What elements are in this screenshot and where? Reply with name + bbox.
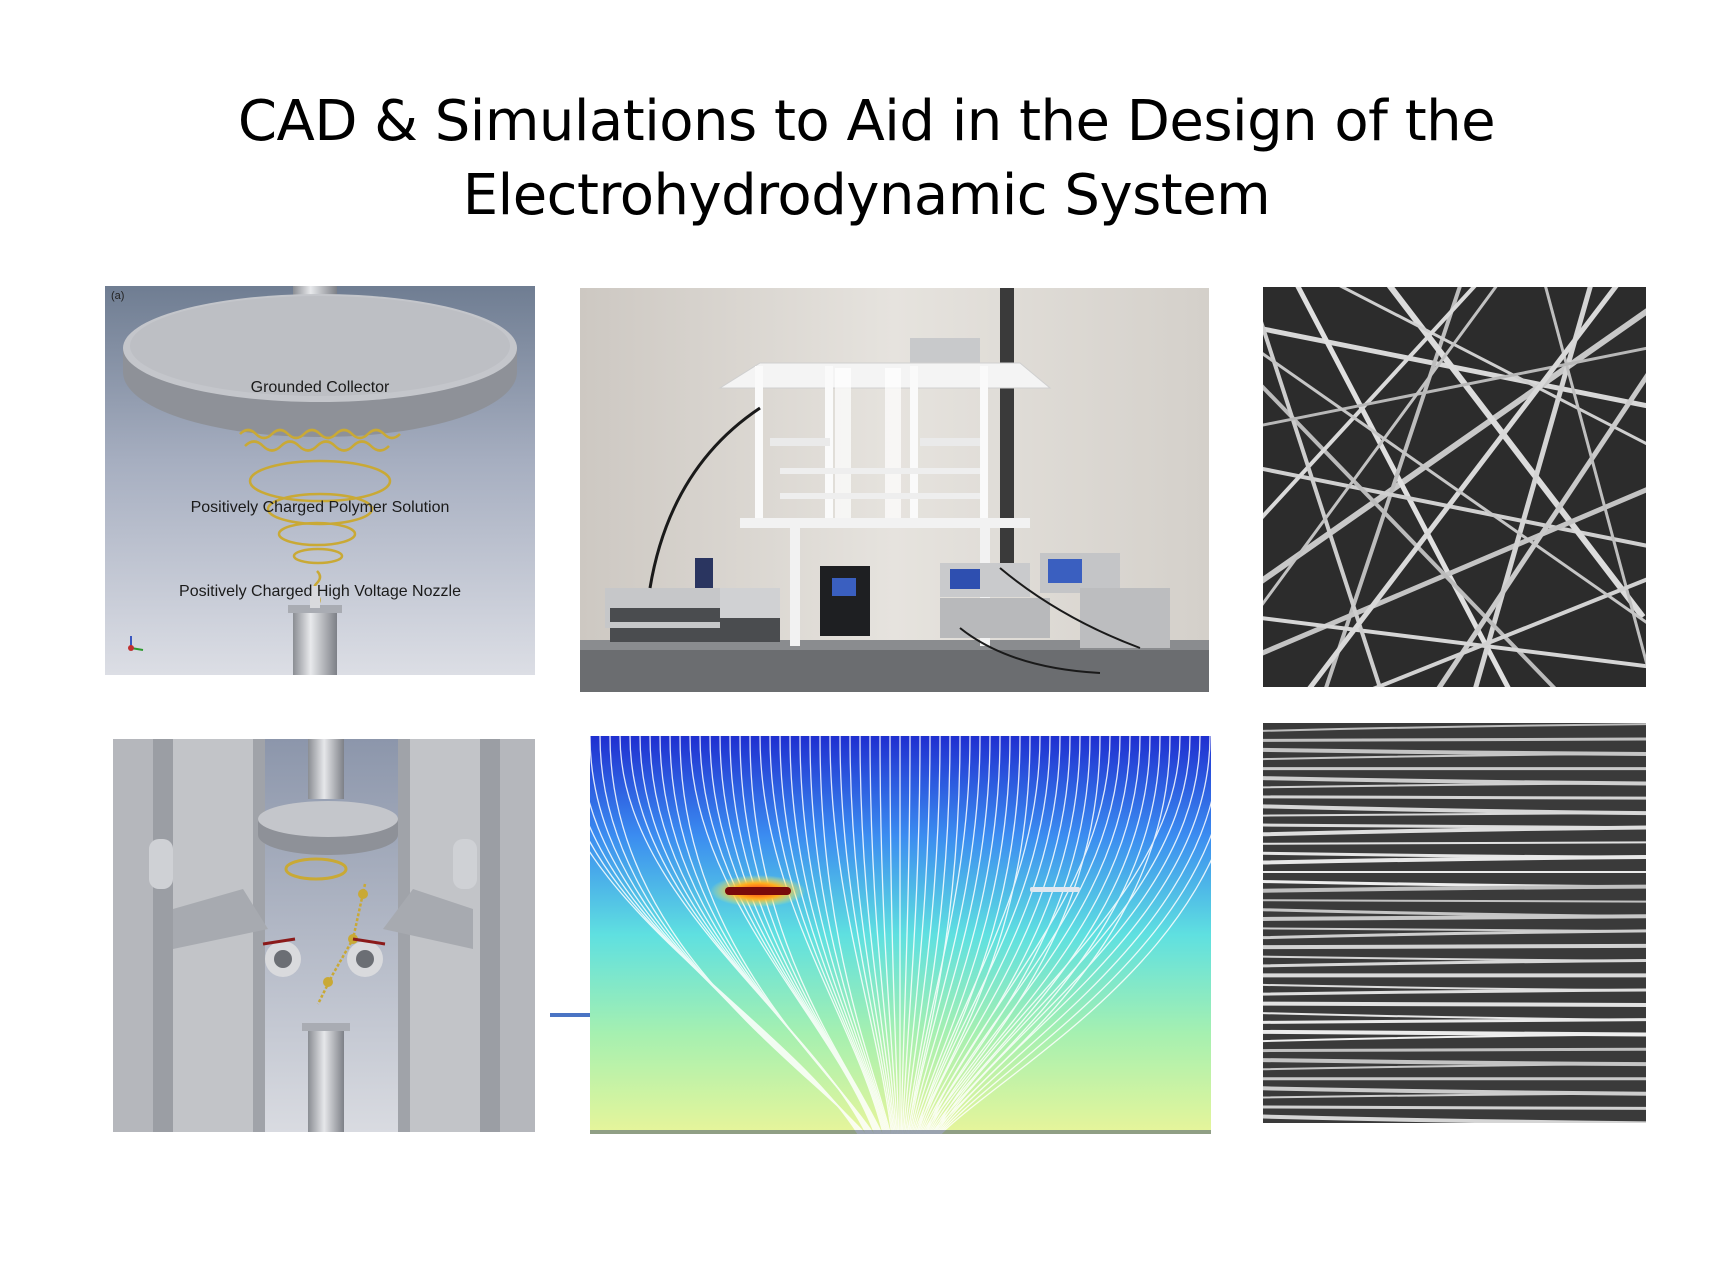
cad-rig-graphic — [113, 739, 535, 1132]
field-simulation-graphic — [590, 736, 1211, 1134]
random-fiber-graphic — [1263, 287, 1646, 687]
aligned-fiber — [1263, 797, 1646, 798]
cad-schematic-panel: (a) Grounded Collector Positively Charge… — [105, 286, 535, 675]
aligned-fiber — [1263, 946, 1646, 947]
aligned-fiber — [1263, 900, 1646, 901]
cad-rig-closeup — [113, 739, 535, 1132]
aligned-fiber-sem-image — [1263, 723, 1646, 1123]
high-voltage-nozzle-label: Positively Charged High Voltage Nozzle — [105, 583, 535, 601]
lab-apparatus-photo — [580, 288, 1209, 692]
cad-schematic-graphic — [105, 286, 535, 675]
random-fiber-sem-image — [1263, 287, 1646, 687]
slide-title: CAD & Simulations to Aid in the Design o… — [0, 85, 1733, 233]
aligned-fiber — [1263, 1107, 1646, 1108]
lab-apparatus-graphic — [580, 288, 1209, 692]
slide-title-line-1: CAD & Simulations to Aid in the Design o… — [0, 85, 1733, 159]
connector-line — [550, 1013, 592, 1017]
aligned-fiber — [1263, 739, 1646, 740]
aligned-fiber — [1263, 916, 1646, 919]
aligned-fiber — [1263, 842, 1646, 843]
panel-letter: (a) — [111, 290, 124, 302]
grounded-collector-label: Grounded Collector — [105, 379, 535, 397]
slide-title-line-2: Electrohydrodynamic System — [0, 159, 1733, 233]
aligned-fiber-graphic — [1263, 723, 1646, 1123]
field-simulation-plot — [590, 736, 1211, 1134]
aligned-fiber — [1263, 1049, 1646, 1050]
aligned-fiber — [1263, 1004, 1646, 1005]
polymer-solution-label: Positively Charged Polymer Solution — [105, 499, 535, 517]
